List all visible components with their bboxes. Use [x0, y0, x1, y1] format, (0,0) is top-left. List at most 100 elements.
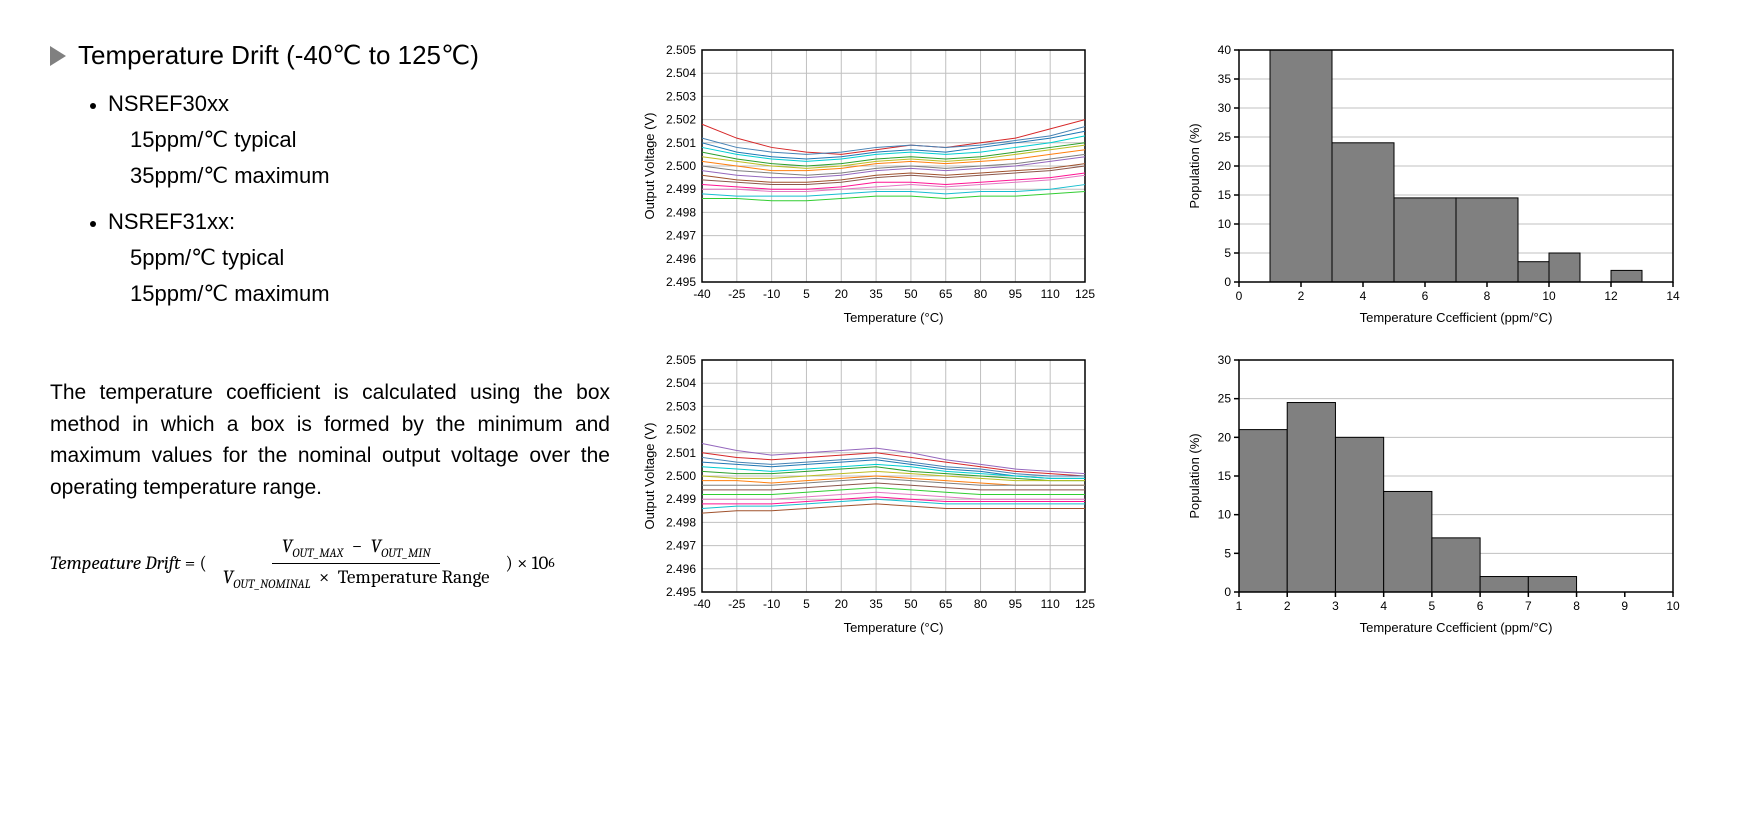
- svg-text:-40: -40: [693, 597, 711, 611]
- svg-text:2.495: 2.495: [666, 585, 696, 599]
- svg-text:5: 5: [803, 597, 810, 611]
- svg-text:2.503: 2.503: [666, 89, 696, 103]
- heading-bullet-icon: [50, 46, 66, 66]
- svg-text:50: 50: [904, 287, 918, 301]
- svg-text:2.502: 2.502: [666, 113, 696, 127]
- svg-text:0: 0: [1224, 585, 1231, 599]
- svg-text:15: 15: [1217, 469, 1231, 483]
- svg-text:2.498: 2.498: [666, 515, 696, 529]
- svg-text:65: 65: [939, 597, 953, 611]
- svg-text:-10: -10: [763, 287, 781, 301]
- svg-text:25: 25: [1217, 130, 1231, 144]
- svg-text:2.502: 2.502: [666, 423, 696, 437]
- svg-text:30: 30: [1217, 353, 1231, 367]
- bullet-icon: [90, 221, 96, 227]
- svg-text:6: 6: [1421, 289, 1428, 303]
- svg-text:9: 9: [1621, 599, 1628, 613]
- svg-text:2.503: 2.503: [666, 399, 696, 413]
- svg-text:5: 5: [1224, 546, 1231, 560]
- svg-text:35: 35: [1217, 72, 1231, 86]
- svg-text:Population (%): Population (%): [1187, 433, 1202, 518]
- svg-text:2.496: 2.496: [666, 562, 696, 576]
- list-item: NSREF30xx 15ppm/℃ typical 35ppm/℃ maximu…: [90, 91, 610, 199]
- svg-text:-25: -25: [728, 597, 746, 611]
- svg-text:80: 80: [974, 597, 988, 611]
- svg-text:10: 10: [1217, 217, 1231, 231]
- svg-text:10: 10: [1666, 599, 1680, 613]
- svg-text:14: 14: [1666, 289, 1680, 303]
- svg-text:2.499: 2.499: [666, 182, 696, 196]
- svg-text:2.504: 2.504: [666, 376, 696, 390]
- spec-line: 15ppm/℃ typical: [130, 127, 330, 153]
- svg-text:20: 20: [1217, 159, 1231, 173]
- spec-line: 35ppm/℃ maximum: [130, 163, 330, 189]
- formula-lhs: Tempeature Drift: [50, 552, 181, 574]
- svg-text:2.501: 2.501: [666, 446, 696, 460]
- svg-text:95: 95: [1009, 597, 1023, 611]
- svg-text:2.505: 2.505: [666, 43, 696, 57]
- svg-text:0: 0: [1235, 289, 1242, 303]
- product-list: NSREF30xx 15ppm/℃ typical 35ppm/℃ maximu…: [90, 91, 610, 317]
- svg-text:10: 10: [1542, 289, 1556, 303]
- product-name: NSREF31xx:: [108, 209, 330, 235]
- svg-text:30: 30: [1217, 101, 1231, 115]
- svg-text:125: 125: [1075, 287, 1095, 301]
- svg-text:Temperature (°C): Temperature (°C): [844, 310, 944, 325]
- svg-text:2: 2: [1283, 599, 1290, 613]
- svg-text:5: 5: [1428, 599, 1435, 613]
- svg-text:2.497: 2.497: [666, 539, 696, 553]
- svg-text:3: 3: [1332, 599, 1339, 613]
- svg-text:2.498: 2.498: [666, 205, 696, 219]
- svg-text:Temperature Ccefficient (ppm/°: Temperature Ccefficient (ppm/°C): [1359, 620, 1552, 635]
- svg-text:110: 110: [1041, 287, 1060, 301]
- svg-text:5: 5: [1224, 246, 1231, 260]
- description-paragraph: The temperature coefficient is calculate…: [50, 377, 610, 503]
- svg-text:2.500: 2.500: [666, 159, 696, 173]
- svg-text:-10: -10: [763, 597, 781, 611]
- svg-text:2.497: 2.497: [666, 229, 696, 243]
- svg-text:-40: -40: [693, 287, 711, 301]
- svg-text:25: 25: [1217, 392, 1231, 406]
- voltage-temp-chart-top: -40 -25 -10 5 20 35 50 65 80 95 110 125 2.495 2.496 2.…: [640, 40, 1153, 330]
- svg-text:20: 20: [1217, 430, 1231, 444]
- spec-line: 5ppm/℃ typical: [130, 245, 330, 271]
- svg-text:7: 7: [1524, 599, 1531, 613]
- svg-text:Output Voltage (V): Output Voltage (V): [642, 423, 657, 530]
- tempco-histogram-top: 051015202530354002468101214Temperature C…: [1183, 40, 1696, 330]
- svg-text:-25: -25: [728, 287, 746, 301]
- spec-line: 15ppm/℃ maximum: [130, 281, 330, 307]
- section-heading: Temperature Drift (-40℃ to 125℃): [50, 40, 610, 71]
- svg-text:80: 80: [974, 287, 988, 301]
- svg-text:2.496: 2.496: [666, 252, 696, 266]
- svg-text:2.504: 2.504: [666, 66, 696, 80]
- svg-text:20: 20: [835, 597, 849, 611]
- tempco-histogram-bottom: 0 5 10 15 20 25 30 1 2 3 4 5 6 7 8 9 10 Temperature Cceff…: [1183, 350, 1696, 640]
- svg-text:20: 20: [835, 287, 849, 301]
- svg-text:8: 8: [1573, 599, 1580, 613]
- svg-text:4: 4: [1380, 599, 1387, 613]
- svg-text:10: 10: [1217, 508, 1231, 522]
- svg-text:15: 15: [1217, 188, 1231, 202]
- bullet-icon: [90, 103, 96, 109]
- svg-text:4: 4: [1359, 289, 1366, 303]
- svg-text:95: 95: [1009, 287, 1023, 301]
- svg-text:Temperature Ccefficient (ppm/°: Temperature Ccefficient (ppm/°C): [1359, 310, 1552, 325]
- svg-text:12: 12: [1604, 289, 1618, 303]
- svg-text:2: 2: [1297, 289, 1304, 303]
- svg-text:Population (%): Population (%): [1187, 123, 1202, 208]
- svg-text:2.495: 2.495: [666, 275, 696, 289]
- svg-text:35: 35: [869, 287, 883, 301]
- heading-text: Temperature Drift (-40℃ to 125℃): [78, 40, 479, 71]
- svg-text:6: 6: [1476, 599, 1483, 613]
- svg-text:2.499: 2.499: [666, 492, 696, 506]
- svg-text:1: 1: [1235, 599, 1242, 613]
- list-item: NSREF31xx: 5ppm/℃ typical 15ppm/℃ maximu…: [90, 209, 610, 317]
- svg-text:2.500: 2.500: [666, 469, 696, 483]
- svg-text:65: 65: [939, 287, 953, 301]
- svg-text:Output Voltage (V): Output Voltage (V): [642, 113, 657, 220]
- svg-text:35: 35: [869, 597, 883, 611]
- svg-text:5: 5: [803, 287, 810, 301]
- temperature-drift-formula: Tempeature Drift = ( VOUT_MAX − VOUT_MIN…: [50, 533, 610, 594]
- product-name: NSREF30xx: [108, 91, 330, 117]
- svg-text:125: 125: [1075, 597, 1095, 611]
